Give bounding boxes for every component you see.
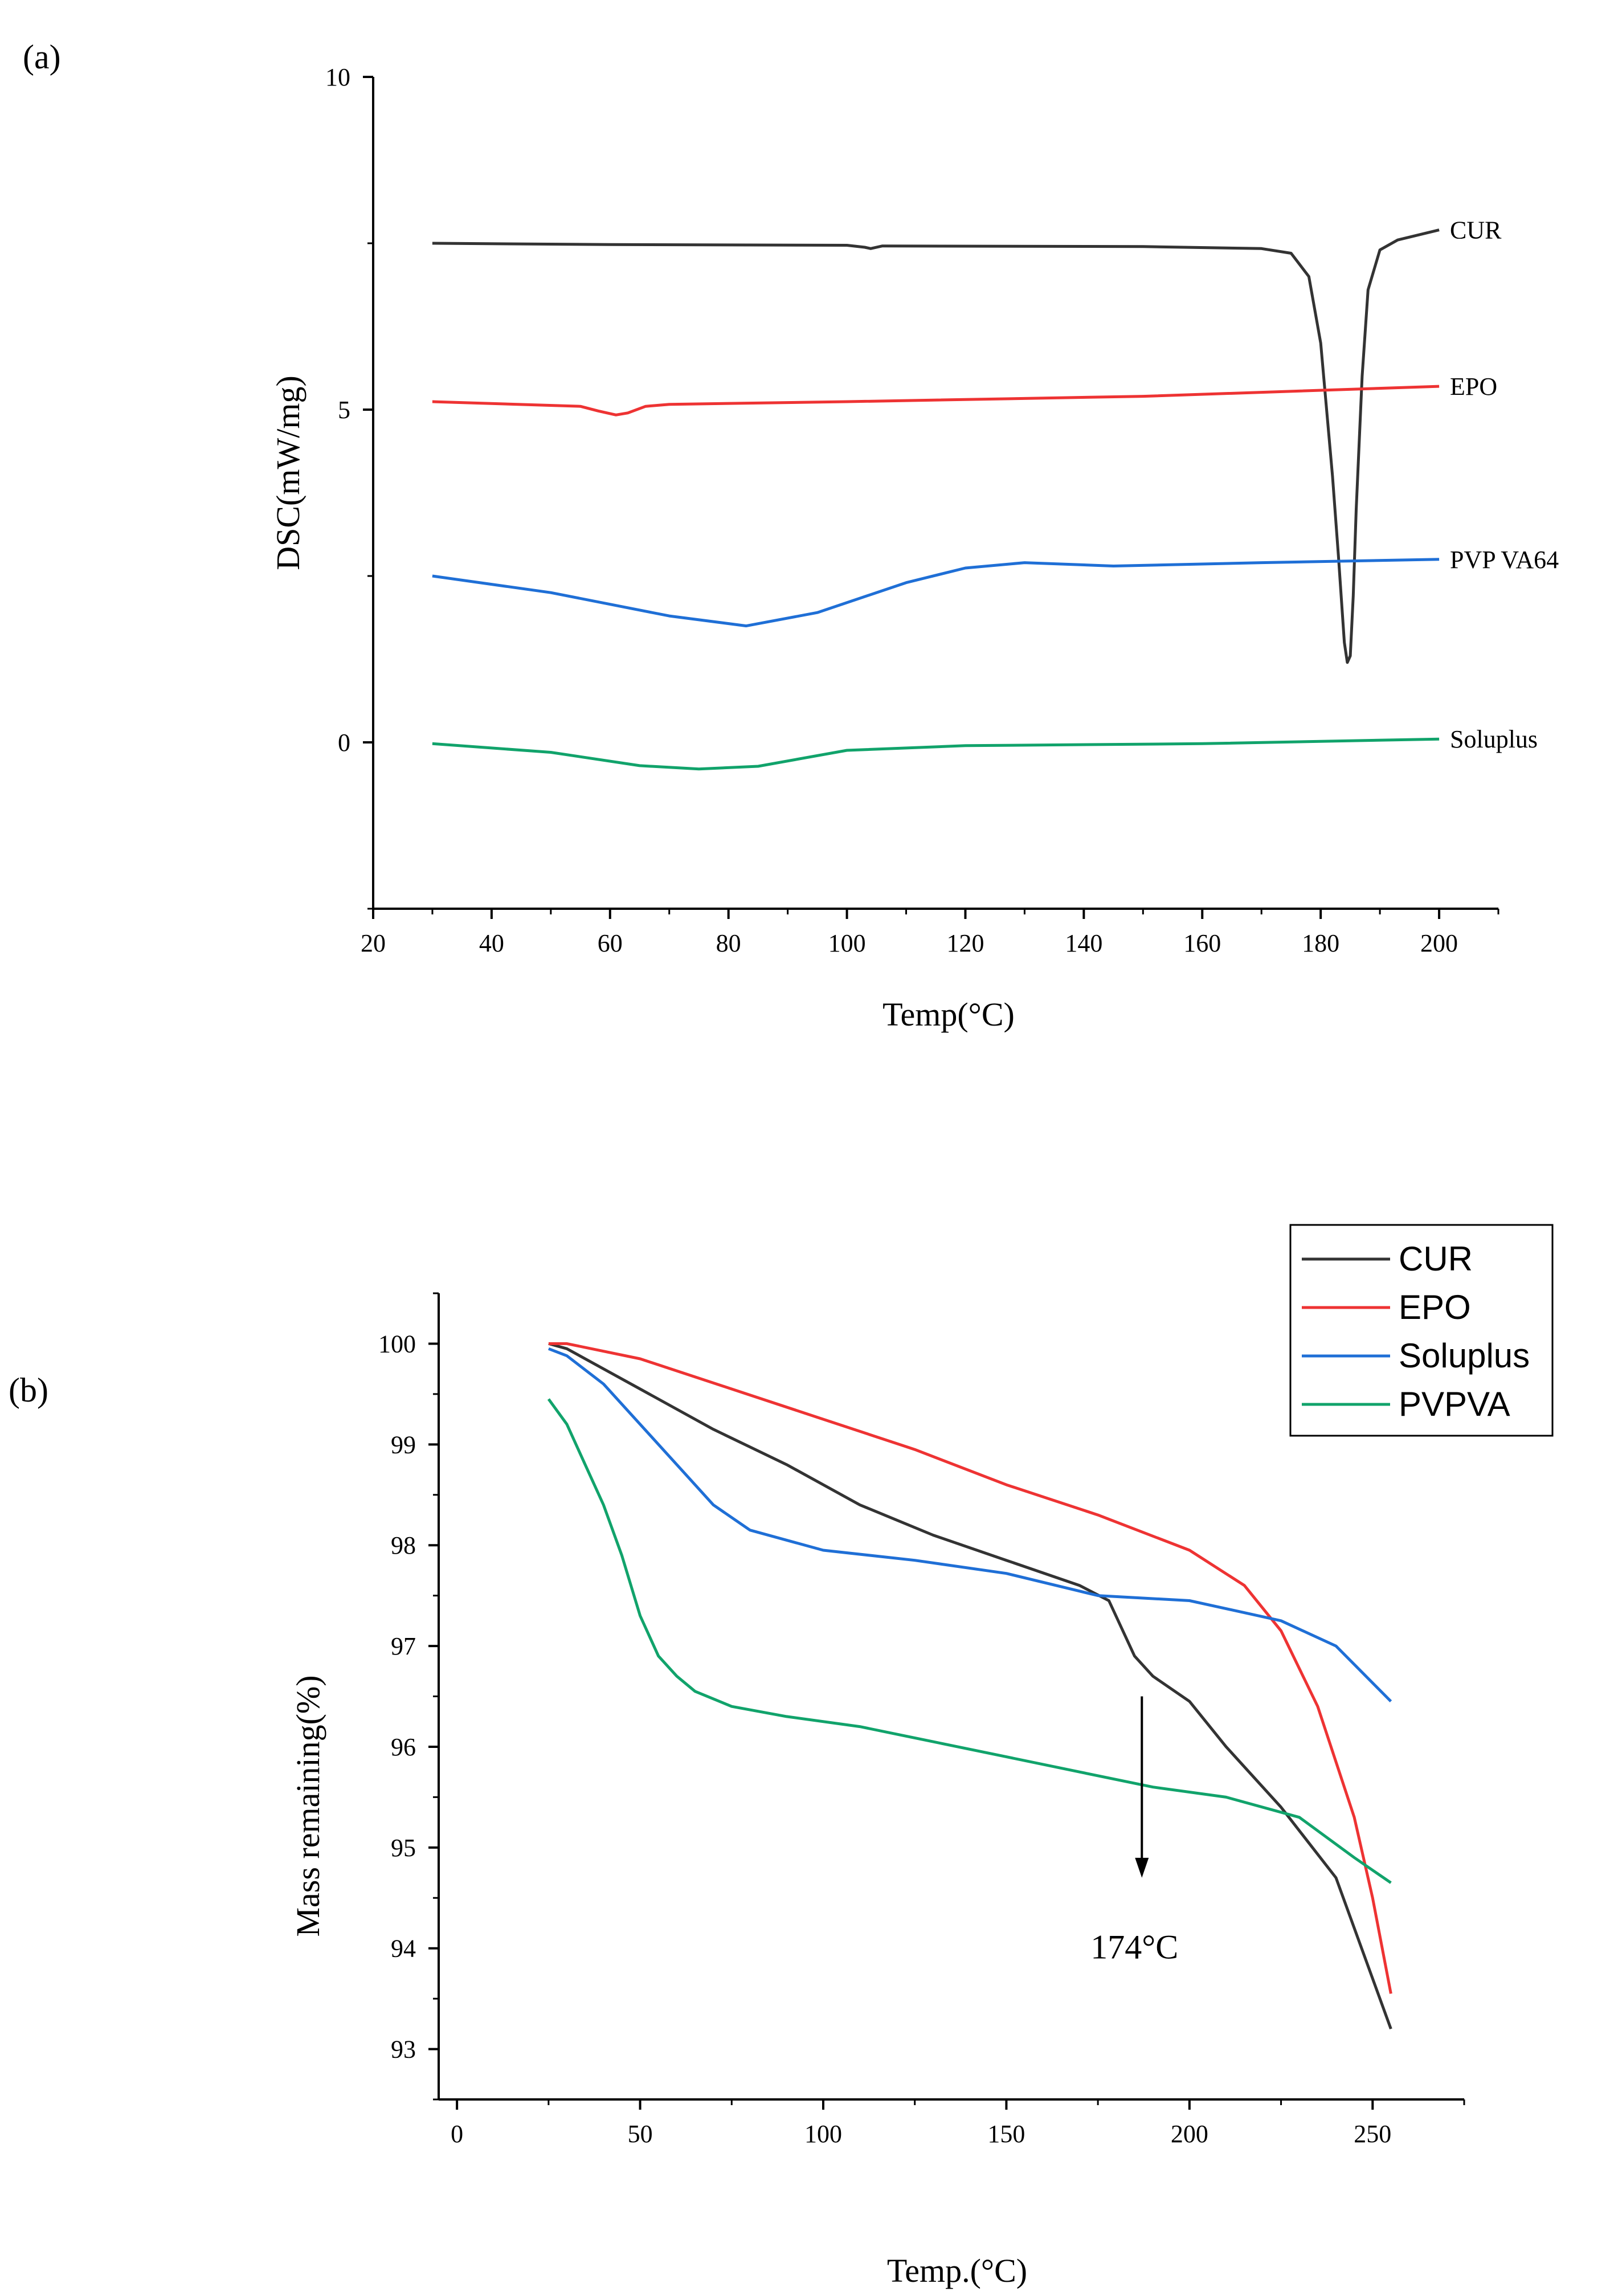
legend-label-epo: EPO — [1399, 1288, 1471, 1326]
y-tick-label: 98 — [391, 1531, 416, 1559]
series-label-soluplus: Soluplus — [1450, 725, 1538, 753]
series-line-epo — [432, 385, 1440, 416]
y-tick-label: 100 — [378, 1330, 416, 1358]
x-tick-label: 100 — [804, 2120, 842, 2148]
y-tick-label: 5 — [338, 396, 350, 424]
tga-chart: (b) Mass remaining(%) Temp.(°C) 0 50 100 15… — [9, 1224, 1554, 2289]
tga-xlabel: Temp.(°C) — [887, 2252, 1027, 2289]
series-line-soluplus — [432, 737, 1440, 771]
x-tick-label: 40 — [479, 929, 504, 957]
x-tick-label: 80 — [716, 929, 741, 957]
x-tick-label: 60 — [598, 929, 623, 957]
x-tick-label: 250 — [1354, 2120, 1391, 2148]
dsc-series-labels: CUR EPO PVP VA64 Soluplus — [1450, 216, 1559, 754]
x-tick-label: 140 — [1065, 929, 1102, 957]
x-tick-label: 150 — [987, 2120, 1025, 2148]
x-tick-label: 200 — [1171, 2120, 1208, 2148]
x-tick-label: 200 — [1420, 929, 1458, 957]
y-tick-label: 94 — [391, 1935, 416, 1963]
x-tick-label: 180 — [1302, 929, 1339, 957]
legend-label-pvpva: PVPVA — [1399, 1385, 1510, 1423]
dsc-xlabel: Temp(°C) — [882, 996, 1015, 1033]
y-tick-label: 0 — [338, 729, 350, 757]
y-tick-label: 97 — [391, 1632, 416, 1660]
x-tick-label: 160 — [1183, 929, 1221, 957]
panel-label-a: (a) — [23, 38, 61, 76]
series-line-cur — [432, 228, 1440, 664]
legend-label-cur: CUR — [1399, 1240, 1473, 1278]
x-tick-label: 0 — [451, 2120, 463, 2148]
series-line-cur — [548, 1342, 1392, 2030]
y-tick-label: 96 — [391, 1733, 416, 1761]
dsc-axes: 20 40 60 80 100 120 140 160 180 200 0 5 10 — [325, 63, 1499, 957]
series-line-pvpva — [547, 1398, 1392, 1884]
annotation-arrowhead — [1135, 1857, 1149, 1878]
dsc-series-lines — [432, 228, 1440, 771]
series-label-cur: CUR — [1450, 216, 1502, 244]
y-tick-label: 10 — [325, 63, 350, 91]
series-line-pvp-va64 — [432, 558, 1440, 628]
x-tick-label: 120 — [946, 929, 984, 957]
x-tick-label: 100 — [828, 929, 866, 957]
series-line-soluplus — [547, 1347, 1392, 1703]
x-tick-label: 20 — [361, 929, 386, 957]
dsc-chart: (a) DSC(mW/mg) Temp(°C) 20 40 60 80 100 120 14… — [23, 38, 1559, 1033]
x-tick-label: 50 — [628, 2120, 653, 2148]
tga-legend: CUR EPO Soluplus PVPVA — [1289, 1224, 1554, 1437]
tga-annotation: 174°C — [1090, 1696, 1178, 1966]
annotation-label: 174°C — [1090, 1928, 1178, 1966]
series-line-epo — [548, 1342, 1392, 1994]
y-tick-label: 99 — [391, 1431, 416, 1459]
legend-label-soluplus: Soluplus — [1399, 1337, 1530, 1375]
y-tick-label: 95 — [391, 1834, 416, 1862]
tga-ylabel: Mass remaining(%) — [289, 1675, 326, 1937]
series-label-epo: EPO — [1450, 373, 1497, 401]
tga-axes: 0 50 100 150 200 250 93 94 95 96 97 98 99 100 — [378, 1292, 1465, 2148]
y-tick-label: 93 — [391, 2036, 416, 2064]
panel-label-b: (b) — [9, 1371, 48, 1409]
series-label-pvp-va64: PVP VA64 — [1450, 546, 1559, 574]
tga-series-lines — [547, 1342, 1392, 2030]
dsc-ylabel: DSC(mW/mg) — [269, 375, 307, 570]
